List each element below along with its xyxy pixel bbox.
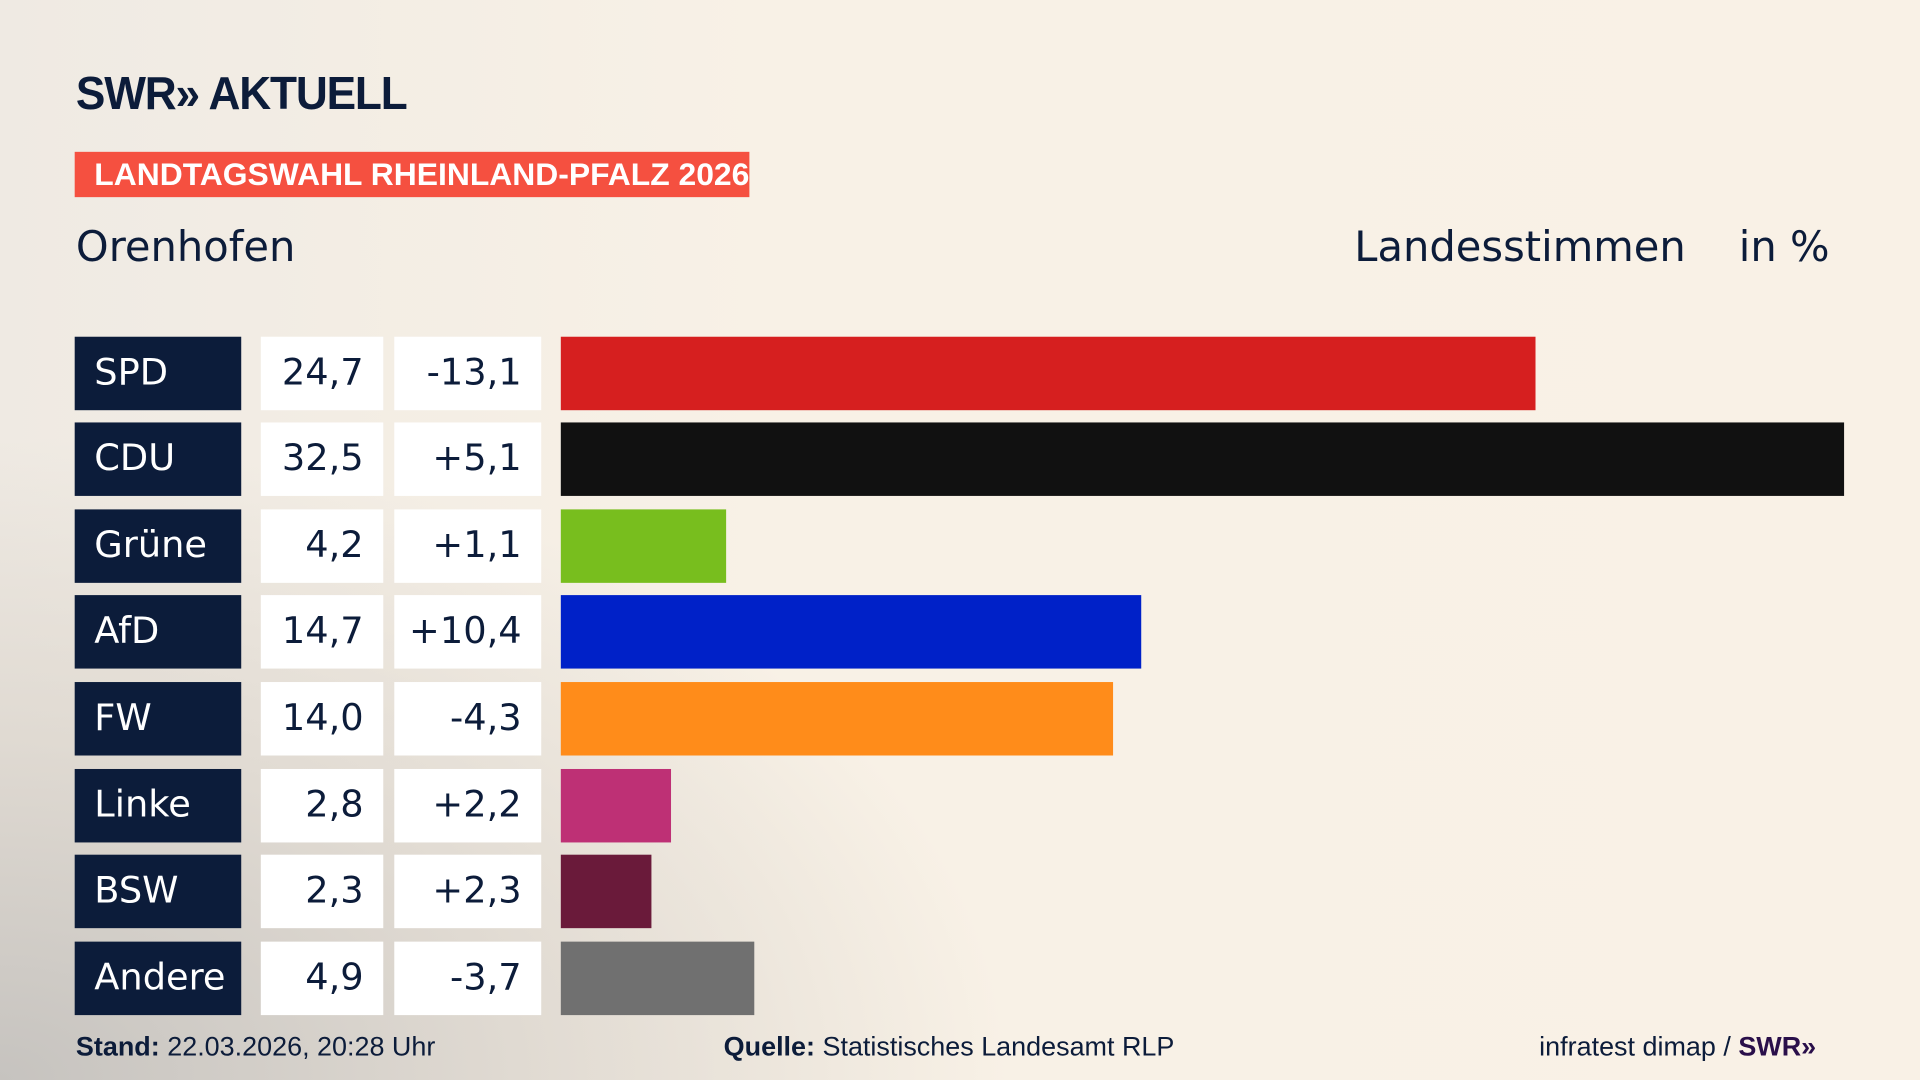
source-label: Quelle: (723, 1031, 815, 1062)
unit-label: in % (1738, 222, 1830, 272)
credit: infratest dimap / SWR» (1539, 1031, 1816, 1063)
party-row: AfD 14,7 +10,4 (0, 595, 1920, 669)
bar (560, 682, 1114, 756)
diff-label: -4,3 (394, 682, 542, 756)
diff-label: +1,1 (394, 509, 542, 583)
bar (560, 336, 1537, 411)
party-label: Linke (74, 768, 242, 843)
bar (560, 768, 672, 843)
election-banner: LANDTAGSWAHL RHEINLAND-PFALZ 2026 (74, 151, 750, 198)
party-row: FW 14,0 -4,3 (0, 682, 1920, 756)
place-title: Orenhofen (75, 222, 296, 272)
source: Quelle: Statistisches Landesamt RLP (724, 1031, 1175, 1063)
value-label: 14,0 (260, 682, 384, 756)
value-label: 2,3 (260, 854, 384, 929)
diff-label: -3,7 (394, 941, 542, 1016)
swr-logo: SWR» (1738, 1031, 1817, 1062)
stand-value: 22.03.2026, 20:28 Uhr (167, 1031, 436, 1062)
metric-label: Landesstimmen (1354, 222, 1686, 272)
diff-label: +2,2 (394, 768, 542, 843)
party-row: CDU 32,5 +5,1 (0, 422, 1920, 496)
party-row: SPD 24,7 -13,1 (0, 336, 1920, 411)
party-label: CDU (74, 422, 242, 496)
bar (560, 422, 1845, 496)
bar (560, 509, 727, 583)
party-label: AfD (74, 595, 242, 669)
bar (560, 595, 1142, 669)
value-label: 14,7 (260, 595, 384, 669)
party-label: Grüne (74, 509, 242, 583)
party-row: Grüne 4,2 +1,1 (0, 509, 1920, 583)
party-row: Linke 2,8 +2,2 (0, 768, 1920, 843)
swr-aktuell-logo: SWR» AKTUELL (75, 68, 408, 121)
diff-label: -13,1 (394, 336, 542, 411)
party-label: SPD (74, 336, 242, 411)
diff-label: +2,3 (394, 854, 542, 929)
value-label: 32,5 (260, 422, 384, 496)
credit-text: infratest dimap / (1539, 1031, 1731, 1062)
value-label: 4,2 (260, 509, 384, 583)
diff-label: +5,1 (394, 422, 542, 496)
bar (560, 941, 755, 1016)
party-label: BSW (74, 854, 242, 929)
stand-label: Stand: (75, 1031, 160, 1062)
value-label: 2,8 (260, 768, 384, 843)
value-label: 24,7 (260, 336, 384, 411)
party-row: Andere 4,9 -3,7 (0, 941, 1920, 1016)
source-value: Statistisches Landesamt RLP (822, 1031, 1175, 1062)
bar (560, 854, 652, 929)
diff-label: +10,4 (394, 595, 542, 669)
party-label: FW (74, 682, 242, 756)
party-label: Andere (74, 941, 242, 1016)
value-label: 4,9 (260, 941, 384, 1016)
stand: Stand: 22.03.2026, 20:28 Uhr (76, 1031, 435, 1063)
party-row: BSW 2,3 +2,3 (0, 854, 1920, 929)
